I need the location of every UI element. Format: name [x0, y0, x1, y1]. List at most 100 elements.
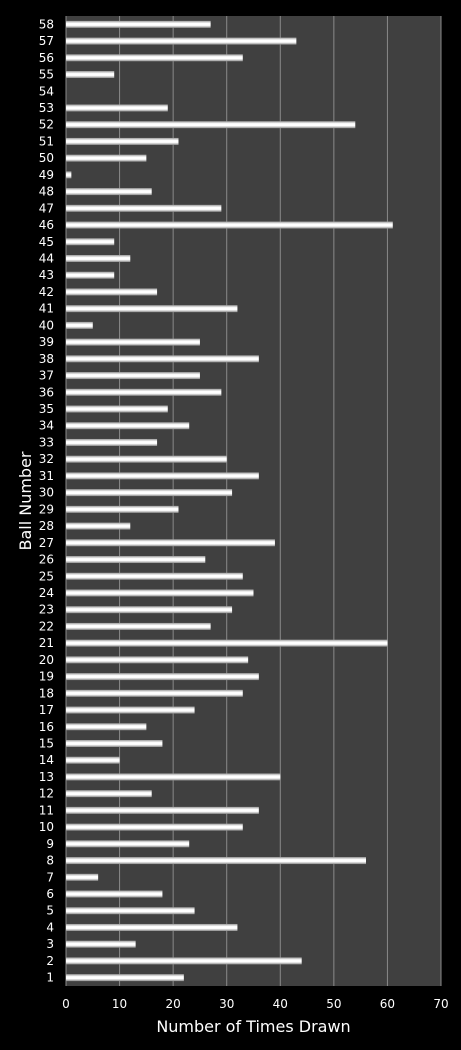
y-tick-label: 41	[39, 302, 54, 316]
bar	[66, 221, 393, 229]
y-tick-label: 24	[39, 586, 54, 600]
y-tick-label: 38	[39, 352, 54, 366]
y-tick-label: 28	[39, 519, 54, 533]
bar	[66, 204, 222, 212]
bar	[66, 288, 158, 296]
y-tick-label: 43	[39, 268, 54, 282]
y-tick-label: 51	[39, 134, 54, 148]
y-tick-label: 1	[46, 971, 54, 985]
y-tick-label: 12	[39, 787, 54, 801]
bar	[66, 104, 168, 112]
bar	[66, 472, 259, 480]
bar	[66, 305, 238, 313]
bar	[66, 689, 243, 697]
y-tick-label: 13	[39, 770, 54, 784]
y-tick-label: 52	[39, 118, 54, 132]
bar	[66, 54, 243, 62]
y-tick-label: 56	[39, 51, 54, 65]
y-tick-label: 23	[39, 603, 54, 617]
y-tick-label: 19	[39, 670, 54, 684]
y-tick-label: 48	[39, 185, 54, 199]
bar	[66, 572, 243, 580]
bar	[66, 890, 163, 898]
bar	[66, 806, 259, 814]
bar	[66, 489, 233, 497]
bar	[66, 790, 152, 798]
y-tick-label: 17	[39, 703, 54, 717]
y-tick-label: 36	[39, 385, 54, 399]
y-tick-label: 34	[39, 419, 54, 433]
bar	[66, 673, 259, 681]
y-tick-label: 27	[39, 536, 54, 550]
x-tick-label: 30	[219, 997, 234, 1011]
bar	[66, 171, 72, 179]
bar	[66, 271, 115, 279]
y-tick-label: 7	[46, 870, 54, 884]
bar	[66, 238, 115, 246]
bar	[66, 338, 200, 346]
y-axis-label: Ball Number	[16, 451, 35, 550]
bar	[66, 522, 131, 530]
bar	[66, 154, 147, 162]
bar	[66, 188, 152, 196]
y-tick-label: 57	[39, 34, 54, 48]
y-tick-label: 25	[39, 569, 54, 583]
x-tick-label: 10	[112, 997, 127, 1011]
y-tick-label: 46	[39, 218, 54, 232]
y-tick-label: 53	[39, 101, 54, 115]
bar	[66, 723, 147, 731]
y-tick-label: 45	[39, 235, 54, 249]
bar	[66, 405, 168, 413]
bar	[66, 639, 388, 647]
y-tick-label: 29	[39, 502, 54, 516]
bar	[66, 71, 115, 79]
y-tick-label: 40	[39, 318, 54, 332]
y-tick-label: 30	[39, 486, 54, 500]
bar	[66, 740, 163, 747]
y-tick-label: 33	[39, 435, 54, 449]
bar	[66, 907, 195, 915]
bar	[66, 756, 120, 764]
bar	[66, 957, 302, 965]
y-tick-label: 58	[39, 17, 54, 31]
bar	[66, 606, 233, 614]
bar	[66, 940, 136, 948]
x-tick-label: 0	[62, 997, 70, 1011]
y-tick-label: 32	[39, 452, 54, 466]
y-tick-label: 35	[39, 402, 54, 416]
y-tick-label: 14	[39, 753, 54, 767]
y-tick-label: 39	[39, 335, 54, 349]
y-tick-label: 21	[39, 636, 54, 650]
bar	[66, 840, 190, 848]
bar	[66, 589, 254, 597]
bar	[66, 372, 200, 380]
y-tick-label: 9	[46, 837, 54, 851]
x-tick-labels: 0 10 20 30 40 50 60 70	[62, 997, 448, 1011]
bar	[66, 355, 259, 363]
bar	[66, 873, 99, 881]
y-tick-label: 11	[39, 803, 54, 817]
x-axis-label: Number of Times Drawn	[156, 1017, 350, 1036]
bar	[66, 255, 131, 262]
y-tick-label: 5	[46, 904, 54, 918]
bar	[66, 656, 249, 664]
y-tick-label: 3	[46, 937, 54, 951]
y-tick-label: 49	[39, 168, 54, 182]
y-tick-label: 31	[39, 469, 54, 483]
bar	[66, 388, 222, 396]
y-tick-label: 15	[39, 737, 54, 751]
x-tick-label: 20	[166, 997, 181, 1011]
y-tick-label: 16	[39, 720, 54, 734]
y-tick-label: 4	[46, 920, 54, 934]
y-tick-label: 8	[46, 854, 54, 868]
bar	[66, 539, 275, 547]
bar	[66, 438, 158, 446]
y-tick-label: 50	[39, 151, 54, 165]
bar	[66, 321, 93, 329]
bar	[66, 773, 281, 781]
x-tick-label: 40	[273, 997, 288, 1011]
bar	[66, 137, 179, 145]
bar	[66, 455, 227, 463]
bar	[66, 422, 190, 430]
y-tick-label: 10	[39, 820, 54, 834]
